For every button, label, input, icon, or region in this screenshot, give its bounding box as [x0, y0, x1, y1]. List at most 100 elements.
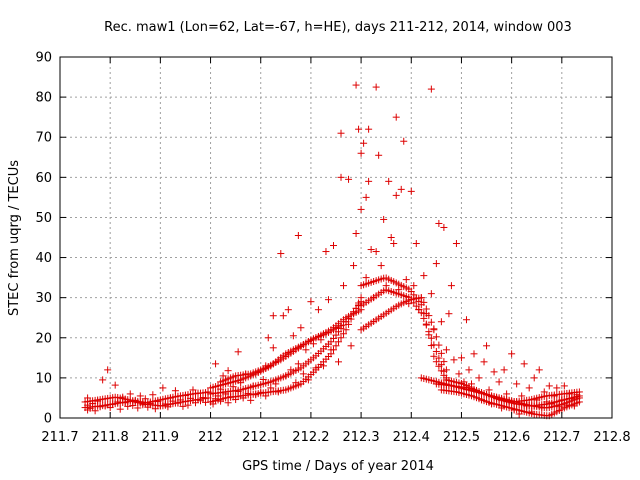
data-point: [513, 380, 521, 388]
data-point: [425, 331, 433, 339]
x-tick-label: 212.6: [493, 430, 530, 445]
data-point: [294, 231, 302, 239]
y-axis-label: STEC from uqrg / TECUs: [7, 160, 22, 316]
data-point: [442, 366, 450, 374]
y-tick-label: 0: [44, 412, 52, 427]
data-point: [347, 342, 355, 350]
data-point: [490, 368, 498, 376]
data-point: [302, 346, 310, 354]
data-point: [432, 333, 440, 341]
data-point: [470, 350, 478, 358]
data-point: [392, 191, 400, 199]
data-point: [412, 240, 420, 248]
x-axis-label: GPS time / Days of year 2014: [242, 459, 434, 474]
data-point: [425, 312, 433, 320]
data-point: [435, 362, 443, 370]
data-point: [375, 151, 383, 159]
data-point: [545, 382, 553, 390]
grid-lines: [60, 57, 612, 418]
data-point: [475, 374, 483, 382]
data-point: [367, 246, 375, 254]
data-point: [535, 366, 543, 374]
data-point: [380, 215, 388, 223]
data-point: [377, 262, 385, 270]
data-point: [440, 358, 448, 366]
data-point: [437, 367, 445, 375]
data-point: [126, 390, 134, 398]
x-tick-label: 212.2: [292, 430, 329, 445]
data-point: [447, 282, 455, 290]
data-point: [327, 350, 335, 358]
data-point: [387, 234, 395, 241]
data-point: [410, 282, 418, 290]
data-point: [116, 405, 124, 413]
data-point: [357, 205, 365, 213]
data-point: [362, 193, 370, 201]
data-point: [437, 318, 445, 326]
data-point: [324, 296, 332, 304]
y-tick-label: 60: [35, 171, 52, 186]
data-point: [457, 354, 465, 362]
data-point: [465, 366, 473, 374]
data-point: [432, 260, 440, 268]
data-point: [390, 240, 398, 248]
data-point: [299, 370, 307, 378]
x-tick-label: 212.8: [593, 430, 630, 445]
data-point: [385, 177, 393, 185]
data-point: [335, 338, 343, 346]
plot-frame: [59, 56, 613, 419]
data-point: [284, 306, 292, 314]
data-point: [462, 316, 470, 324]
data-point: [352, 81, 360, 89]
data-point: [269, 344, 277, 352]
data-point: [575, 388, 583, 396]
data-point: [340, 330, 348, 338]
y-tick-label: 80: [35, 91, 52, 106]
chart-title: Rec. maw1 (Lon=62, Lat=-67, h=HE), days …: [104, 20, 572, 35]
data-point: [355, 125, 363, 133]
data-point: [335, 358, 343, 366]
data-point: [345, 175, 353, 183]
data-point: [99, 376, 107, 384]
data-point: [553, 384, 561, 392]
x-tick-label: 211.7: [41, 430, 78, 445]
data-point: [329, 242, 337, 250]
data-point: [480, 358, 488, 366]
data-point: [340, 282, 348, 290]
data-point: [360, 139, 368, 147]
data-point: [422, 320, 430, 328]
data-point: [365, 125, 373, 133]
data-point: [427, 290, 435, 298]
data-point: [337, 334, 345, 342]
data-point: [269, 312, 277, 320]
axis-ticks: 0 10 20 30 40 50 60 70 80 90 211.7 211.8 211.9 212 212…: [35, 51, 630, 446]
data-point: [350, 262, 358, 270]
data-point: [314, 306, 322, 314]
data-point: [560, 382, 568, 390]
data-point: [337, 173, 345, 181]
data-point: [332, 342, 340, 350]
data-point: [420, 309, 428, 317]
data-point: [508, 350, 516, 358]
x-tick-label: 212.4: [393, 430, 430, 445]
x-tick-label: 211.9: [142, 430, 179, 445]
data-point: [337, 129, 345, 137]
data-point: [432, 347, 440, 355]
data-point: [450, 356, 458, 364]
data-point: [392, 113, 400, 121]
data-point: [307, 298, 315, 306]
data-point: [455, 370, 463, 378]
data-point: [111, 381, 119, 389]
data-point: [483, 342, 491, 350]
data-point: [400, 137, 408, 145]
data-point: [357, 149, 365, 157]
data-point: [432, 358, 440, 366]
x-tick-label: 212: [198, 430, 223, 445]
data-point: [329, 346, 337, 354]
data-point: [365, 177, 373, 185]
x-tick-label: 212.5: [443, 430, 480, 445]
y-tick-label: 50: [35, 211, 52, 226]
x-tick-label: 212.7: [543, 430, 580, 445]
data-point: [171, 387, 179, 395]
